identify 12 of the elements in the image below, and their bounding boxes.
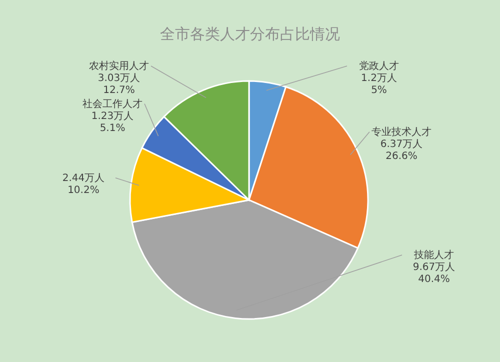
data-label: 6.37万人 26.6% bbox=[380, 138, 423, 162]
data-label: 3.03万人 12.7% bbox=[98, 73, 140, 96]
slice-label: 社会工作人才 bbox=[82, 98, 143, 110]
chart-title: 全市各类人才分布占比情况 bbox=[160, 25, 340, 43]
slice-label: 专业技术人才 bbox=[371, 126, 432, 138]
slice-label: 党政人才 bbox=[359, 60, 399, 72]
slice-label: 技能人才 bbox=[413, 249, 454, 261]
slice-label: 农村实用人才 bbox=[89, 60, 149, 72]
data-label: 1.23万人 5.1% bbox=[91, 110, 134, 134]
data-label: 2.44万人 10.2% bbox=[62, 172, 105, 196]
data-label: 9.67万人 40.4% bbox=[412, 262, 456, 285]
data-label: 1.2万人 5% bbox=[361, 73, 397, 96]
